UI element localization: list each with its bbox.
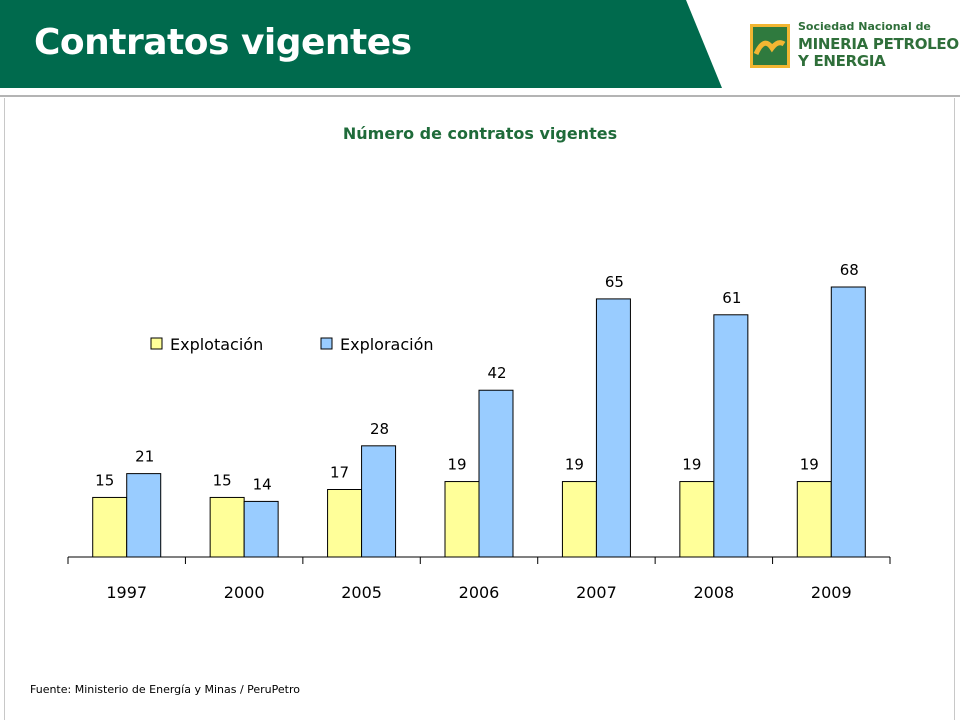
logo-text-line3: Y ENERGIA <box>798 52 886 70</box>
data-label-explotacion-2000: 15 <box>213 471 232 489</box>
bar-explotacion-2008 <box>679 481 715 558</box>
legend-swatch-explotacion <box>150 337 163 350</box>
data-label-explotacion-2008: 19 <box>682 456 701 474</box>
legend-label-explotacion: Explotación <box>170 335 263 354</box>
bar-exploracion-2008 <box>713 314 749 558</box>
data-label-exploracion-2007: 65 <box>605 273 624 291</box>
bar-exploracion-2006 <box>478 389 514 558</box>
data-label-exploracion-2005: 28 <box>370 420 389 438</box>
bar-explotacion-2005 <box>327 489 363 558</box>
header-green-band <box>0 0 722 88</box>
bar-explotacion-1997 <box>92 496 128 558</box>
data-label-explotacion-2005: 17 <box>330 464 349 482</box>
x-tick-label-2006: 2006 <box>459 583 500 602</box>
x-tick-label-2007: 2007 <box>576 583 617 602</box>
chart-title: Número de contratos vigentes <box>342 124 618 143</box>
data-label-explotacion-2006: 19 <box>447 456 466 474</box>
bar-exploracion-2000 <box>243 500 279 558</box>
x-tick-label-2000: 2000 <box>224 583 265 602</box>
logo-emblem-icon <box>750 24 790 68</box>
bar-explotacion-2007 <box>561 481 597 558</box>
data-label-exploracion-2008: 61 <box>722 289 741 307</box>
data-label-exploracion-2009: 68 <box>840 261 859 279</box>
data-label-exploracion-2006: 42 <box>487 364 506 382</box>
data-label-explotacion-2009: 19 <box>800 456 819 474</box>
logo-text-line2: MINERIA PETROLEO <box>798 35 959 53</box>
logo-text-line1: Sociedad Nacional de <box>798 20 931 33</box>
bar-explotacion-2000 <box>209 496 245 558</box>
x-tick-label-2008: 2008 <box>693 583 734 602</box>
bar-exploracion-2009 <box>830 286 866 558</box>
data-label-explotacion-1997: 15 <box>95 471 114 489</box>
bar-exploracion-1997 <box>126 473 162 558</box>
header-band <box>0 0 960 97</box>
source-note: Fuente: Ministerio de Energía y Minas / … <box>30 683 300 696</box>
bar-exploracion-2005 <box>361 445 397 558</box>
slide-border-left <box>4 98 5 720</box>
slide-border-right <box>954 98 955 720</box>
data-label-explotacion-2007: 19 <box>565 456 584 474</box>
company-logo: Sociedad Nacional de MINERIA PETROLEO Y … <box>748 18 959 80</box>
x-tick-label-2005: 2005 <box>341 583 382 602</box>
legend-label-exploracion: Exploración <box>340 335 434 354</box>
bar-explotacion-2009 <box>796 481 832 558</box>
bar-exploracion-2007 <box>595 298 631 558</box>
x-tick-label-1997: 1997 <box>106 583 147 602</box>
data-label-exploracion-2000: 14 <box>253 475 272 493</box>
x-tick-label-2009: 2009 <box>811 583 852 602</box>
legend-swatch-exploracion <box>320 337 333 350</box>
bar-explotacion-2006 <box>444 481 480 558</box>
page-title: Contratos vigentes <box>34 22 412 63</box>
data-label-exploracion-1997: 21 <box>135 448 154 466</box>
